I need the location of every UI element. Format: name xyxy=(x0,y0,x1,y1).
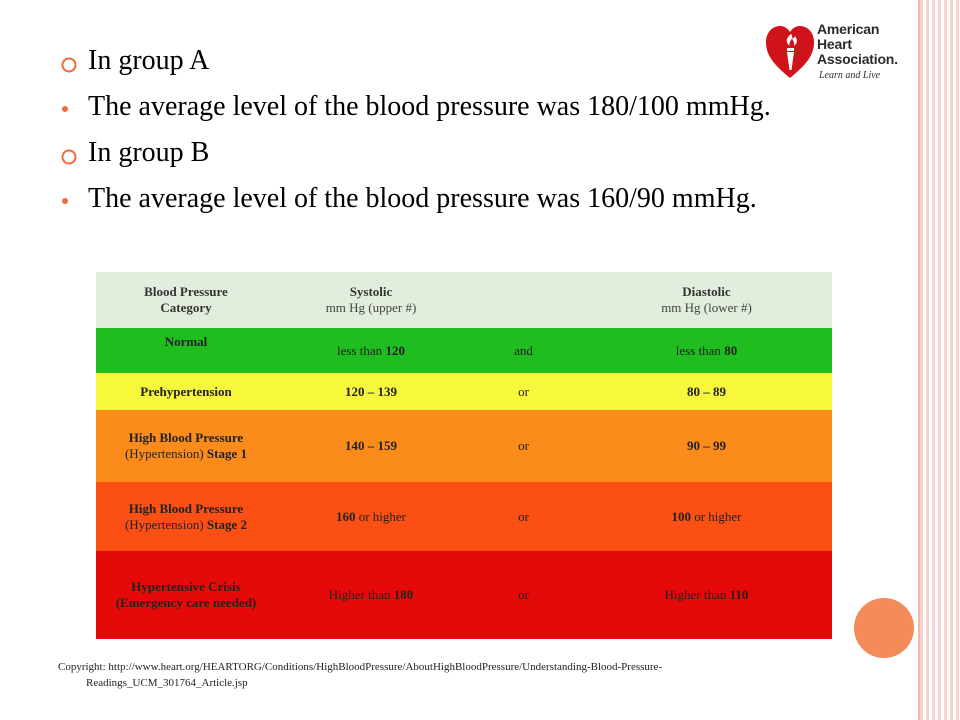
table-row-stage-1: High Blood Pressure (Hypertension) Stage… xyxy=(96,410,832,482)
bullet-group-b-detail: The average level of the blood pressure … xyxy=(60,182,880,228)
diastolic-cell: 100 or higher xyxy=(581,482,832,551)
systolic-cell: 140 – 159 xyxy=(276,410,466,482)
decorative-right-stripes xyxy=(920,0,960,720)
header-systolic-title: Systolic xyxy=(349,284,393,299)
systolic-cell: less than 120 xyxy=(276,328,466,373)
category-label-line-1: High Blood Pressure xyxy=(128,430,244,445)
header-conjunction xyxy=(466,272,581,328)
systolic-value: 180 xyxy=(393,587,414,602)
conjunction-text: and xyxy=(514,342,533,358)
conjunction-text: or xyxy=(518,508,529,524)
conjunction-cell: or xyxy=(466,551,581,639)
dot-bullet-icon xyxy=(62,106,68,112)
diastolic-suffix: or higher xyxy=(690,508,742,524)
logo-tagline: Learn and Live xyxy=(819,70,881,81)
copyright-line-1: Copyright: http://www.heart.org/HEARTORG… xyxy=(58,661,663,673)
hollow-circle-bullet-icon xyxy=(61,149,77,165)
dot-bullet-icon xyxy=(62,198,68,204)
systolic-value: 120 xyxy=(385,342,405,358)
systolic-cell: 160 or higher xyxy=(276,482,466,551)
header-systolic-sub: mm Hg (upper #) xyxy=(325,300,417,315)
category-stage: Stage 1 xyxy=(206,446,248,461)
conjunction-text: or xyxy=(518,383,529,399)
decorative-right-line xyxy=(918,0,920,720)
category-cell: Prehypertension xyxy=(96,373,276,410)
diastolic-value: 90 – 99 xyxy=(687,438,726,453)
category-cell: Normal xyxy=(96,328,276,373)
header-category: Blood Pressure Category xyxy=(96,272,276,328)
table-header-row: Blood Pressure Category Systolic mm Hg (… xyxy=(96,272,832,328)
header-systolic: Systolic mm Hg (upper #) xyxy=(276,272,466,328)
diastolic-cell: Higher than 110 xyxy=(581,551,832,639)
conjunction-text: or xyxy=(518,438,529,453)
systolic-value: 140 – 159 xyxy=(345,438,397,453)
header-diastolic-title: Diastolic xyxy=(682,284,731,299)
systolic-suffix: or higher xyxy=(355,508,407,524)
systolic-cell: Higher than 180 xyxy=(276,551,466,639)
bullet-text: The average level of the blood pressure … xyxy=(88,183,757,214)
bullet-group-a: In group A xyxy=(60,44,880,90)
bullet-text: The average level of the blood pressure … xyxy=(88,91,771,122)
hollow-circle-bullet-icon xyxy=(61,57,77,73)
category-label-line-2: (Hypertension) xyxy=(124,516,207,532)
logo-line-3: Association. xyxy=(817,51,898,67)
category-stage: Stage 2 xyxy=(206,516,248,532)
bullet-group-a-detail: The average level of the blood pressure … xyxy=(60,90,880,136)
logo-line-2: Heart xyxy=(817,36,852,52)
conjunction-cell: or xyxy=(466,482,581,551)
conjunction-cell: and xyxy=(466,328,581,373)
aha-logo: American Heart Association. Learn and Li… xyxy=(765,18,915,88)
bullet-text: In group A xyxy=(88,45,210,76)
systolic-prefix: Higher than xyxy=(328,587,394,602)
header-diastolic-sub: mm Hg (lower #) xyxy=(661,300,752,315)
table-row-stage-2: High Blood Pressure (Hypertension) Stage… xyxy=(96,482,832,551)
header-category-line-2: Category xyxy=(160,300,212,315)
category-label: Prehypertension xyxy=(140,383,232,399)
header-diastolic: Diastolic mm Hg (lower #) xyxy=(581,272,832,328)
systolic-cell: 120 – 139 xyxy=(276,373,466,410)
logo-wordmark: American Heart Association. xyxy=(817,22,898,67)
diastolic-cell: less than 80 xyxy=(581,328,832,373)
copyright-line-2: Readings_UCM_301764_Article.jsp xyxy=(86,677,248,689)
category-label-line-1: Hypertensive Crisis xyxy=(131,579,241,594)
diastolic-prefix: less than xyxy=(675,342,725,358)
conjunction-cell: or xyxy=(466,373,581,410)
heart-torch-icon xyxy=(766,26,814,78)
diastolic-value: 80 xyxy=(724,342,738,358)
systolic-prefix: less than xyxy=(337,342,386,358)
diastolic-value: 110 xyxy=(729,587,749,602)
bullet-text: In group B xyxy=(88,137,210,168)
table-row-hypertensive-crisis: Hypertensive Crisis (Emergency care need… xyxy=(96,551,832,639)
category-cell: High Blood Pressure (Hypertension) Stage… xyxy=(96,410,276,482)
conjunction-cell: or xyxy=(466,410,581,482)
category-label-line-2: (Hypertension) xyxy=(124,446,207,461)
diastolic-prefix: Higher than xyxy=(664,587,730,602)
systolic-value: 160 xyxy=(335,508,356,524)
table-row-normal: Normal less than 120 and less than 80 xyxy=(96,328,832,373)
category-label-line-2: (Emergency care needed) xyxy=(115,595,257,610)
category-cell: High Blood Pressure (Hypertension) Stage… xyxy=(96,482,276,551)
systolic-value: 120 – 139 xyxy=(345,383,397,399)
bullet-group-b: In group B xyxy=(60,136,880,182)
conjunction-text: or xyxy=(518,587,529,602)
bullet-list: In group A The average level of the bloo… xyxy=(60,44,880,228)
blood-pressure-table: Blood Pressure Category Systolic mm Hg (… xyxy=(96,272,832,639)
copyright-note: Copyright: http://www.heart.org/HEARTORG… xyxy=(58,659,818,691)
logo-line-1: American xyxy=(817,21,880,37)
table-row-prehypertension: Prehypertension 120 – 139 or 80 – 89 xyxy=(96,373,832,410)
category-label-line-1: High Blood Pressure xyxy=(128,500,244,516)
diastolic-cell: 80 – 89 xyxy=(581,373,832,410)
diastolic-value: 80 – 89 xyxy=(687,383,726,399)
diastolic-cell: 90 – 99 xyxy=(581,410,832,482)
decorative-orange-circle xyxy=(854,598,914,658)
category-label: Normal xyxy=(164,334,208,349)
diastolic-value: 100 xyxy=(671,508,691,524)
category-cell: Hypertensive Crisis (Emergency care need… xyxy=(96,551,276,639)
header-category-line-1: Blood Pressure xyxy=(144,284,228,299)
